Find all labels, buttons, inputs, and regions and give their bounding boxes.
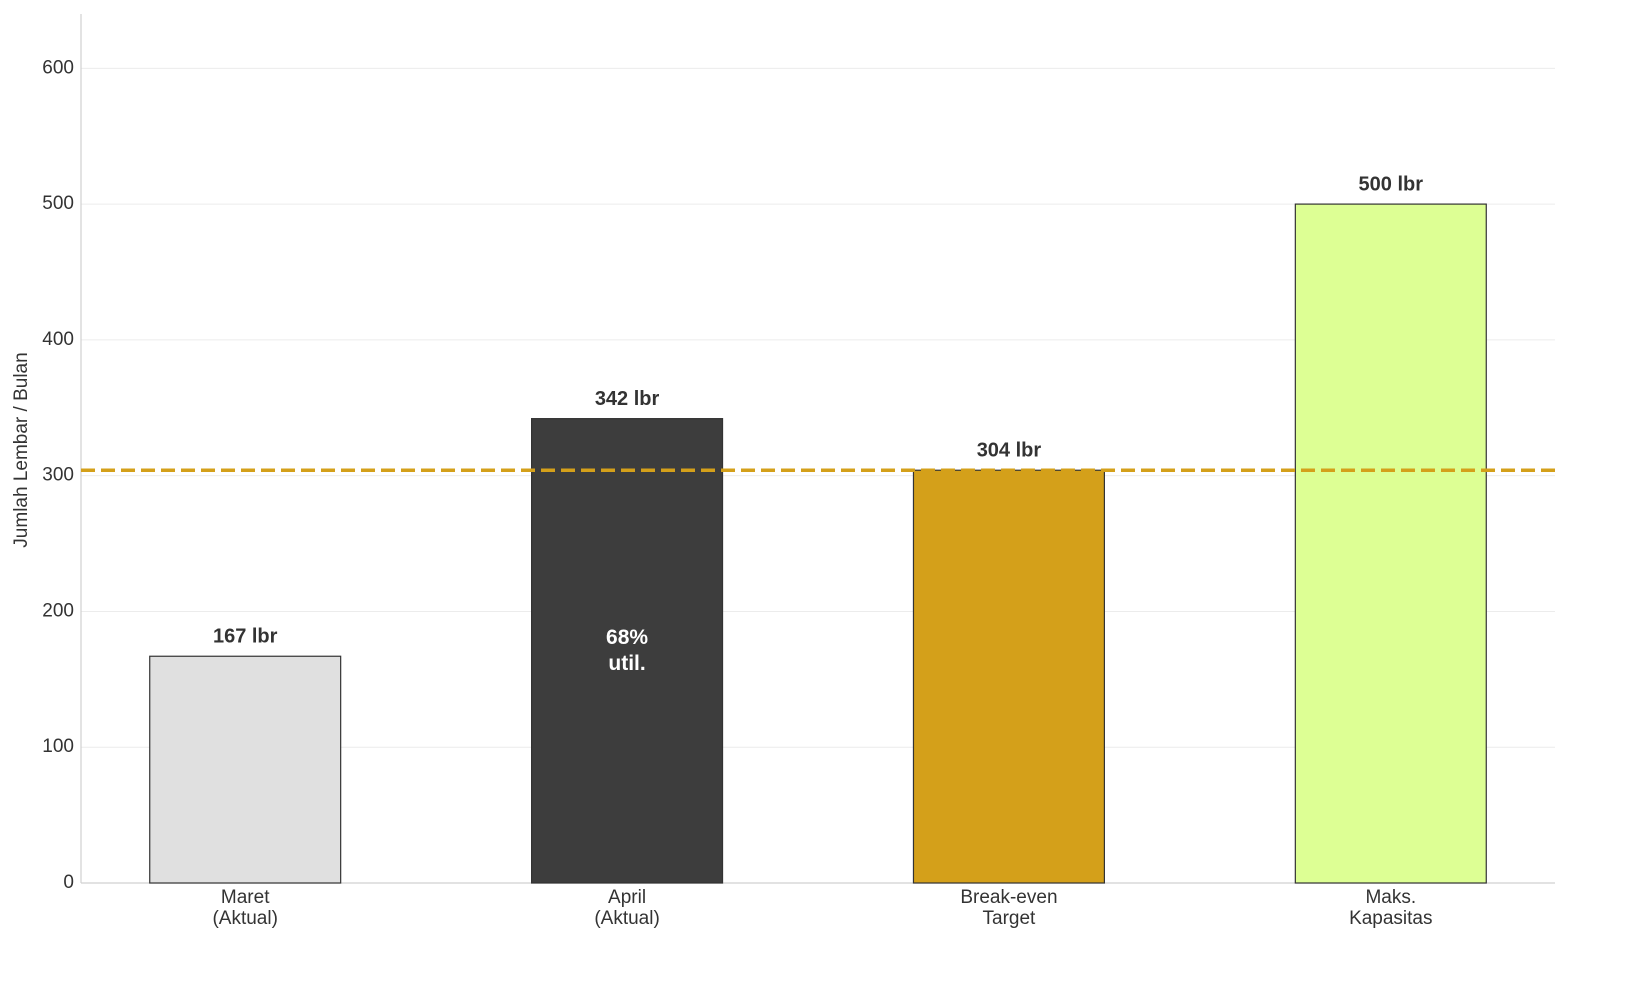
value-label: 167 lbr [213,626,278,648]
x-tick-line: Maks. [1365,887,1416,908]
y-tick-label: 0 [63,872,74,893]
x-tick-label: Maret (Aktual) [212,887,277,929]
y-tick-label: 600 [42,57,74,78]
bar [531,418,724,884]
y-tick-label: 300 [42,465,74,486]
x-tick-line: Target [983,908,1037,929]
x-tick-line: April [608,887,646,908]
x-tick-line: Maret [221,887,270,908]
value-label: 500 lbr [1359,173,1424,195]
annotation-line: util. [608,651,645,674]
bar-annotation: 68% util. [606,625,648,674]
bar [1294,203,1487,884]
value-label: 342 lbr [595,388,660,410]
value-label: 304 lbr [977,440,1042,462]
y-axis-label: Jumlah Lembar / Bulan [11,352,32,547]
x-tick-label: April (Aktual) [594,887,659,929]
annotation-line: 68% [606,625,648,648]
x-tick-label: Break-even Target [960,887,1057,929]
x-tick-label: Maks. Kapasitas [1349,887,1432,929]
x-tick-line: Break-even [960,887,1057,908]
y-tick-label: 200 [42,600,74,621]
bar [912,469,1105,884]
y-tick-label: 100 [42,736,74,757]
y-tick-label: 500 [42,193,74,214]
bar [149,655,342,884]
x-tick-line: (Aktual) [212,908,277,929]
x-tick-line: Kapasitas [1349,908,1432,929]
y-tick-label: 400 [42,329,74,350]
x-tick-line: (Aktual) [594,908,659,929]
